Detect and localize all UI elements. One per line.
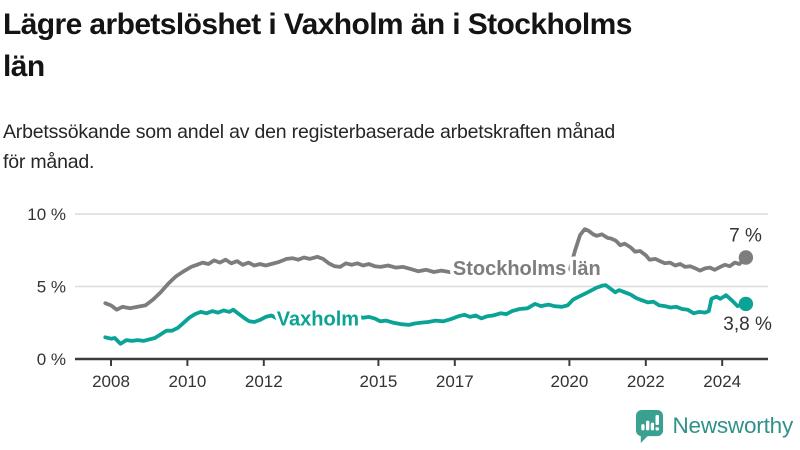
newsworthy-logo[interactable]: Newsworthy [634,408,793,444]
page-title-line-2: län [3,50,45,83]
x-tick-label-2012: 2012 [245,372,283,391]
series-end-dot-0 [738,250,754,265]
x-tick-label-2010: 2010 [168,372,206,391]
y-tick-label: 10 % [27,205,66,224]
x-tick-label-2017: 2017 [436,372,474,391]
y-tick-label: 5 % [37,278,66,297]
x-tick-label-2020: 2020 [550,372,588,391]
series-value-label-1: 3,8 % [723,314,772,335]
series-inline-label-1: Vaxholm [277,309,359,331]
page-subtitle: Arbetssökande som andel av den registerb… [3,117,615,177]
x-tick-label-2008: 2008 [92,372,130,391]
series-inline-label-0: Stockholms län [453,258,601,280]
series-line-0 [103,227,748,312]
bar-chart-speech-bubble-icon [636,410,664,443]
series-end-dot-1 [738,296,754,312]
x-tick-label-2022: 2022 [627,372,665,391]
x-tick-label-2024: 2024 [703,372,741,391]
series-line-1 [103,283,748,346]
newsworthy-logo-text: Newsworthy [672,413,793,438]
page-title-line-1: Lägre arbetslöshet i Vaxholm än i Stockh… [3,8,632,41]
page-subtitle-line-2: för månad. [3,151,95,173]
x-tick-label-2015: 2015 [359,372,397,391]
y-tick-label: 0 % [37,350,66,369]
page-title: Lägre arbetslöshet i Vaxholm än i Stockh… [3,4,632,88]
page-subtitle-line-1: Arbetssökande som andel av den registerb… [3,121,616,143]
series-value-label-0: 7 % [729,226,762,247]
